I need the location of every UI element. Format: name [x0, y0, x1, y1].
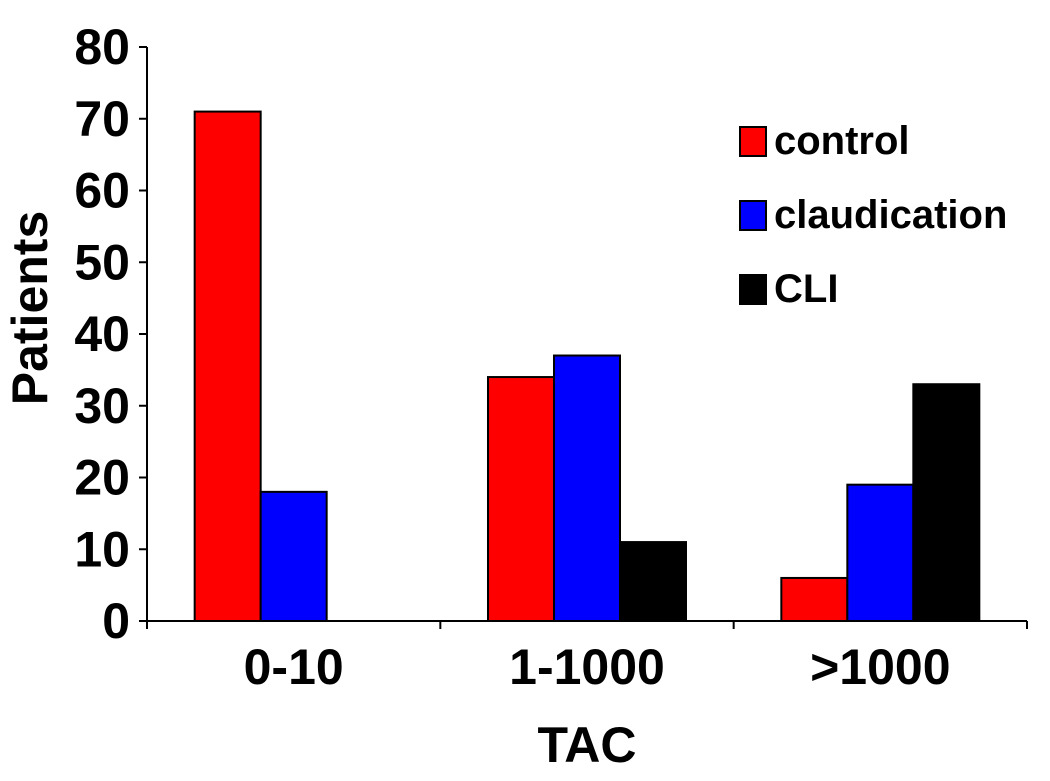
y-tick-label: 60 [74, 163, 130, 219]
x-tick-label: 1-1000 [509, 639, 665, 695]
y-tick-label: 20 [74, 450, 130, 506]
x-axis-ticks: 0-10 1-1000 >1000 [146, 621, 1028, 695]
y-tick-label: 30 [74, 378, 130, 434]
x-tick-label: 0-10 [244, 639, 344, 695]
legend-label-cli: CLI [774, 267, 838, 311]
bar-claudication-2 [553, 354, 621, 622]
y-tick-label: 0 [102, 593, 130, 649]
legend-swatch-claudication [739, 200, 767, 231]
y-tick-label: 40 [74, 306, 130, 362]
y-axis-label: Patients [2, 211, 58, 406]
bar-control-3 [780, 576, 849, 623]
bar-control-1 [193, 110, 262, 622]
legend-label-control: control [774, 119, 910, 163]
bars [193, 110, 981, 623]
bar-claudication-1 [259, 490, 328, 622]
legend-swatch-control [739, 126, 767, 157]
x-tick-label: >1000 [810, 639, 950, 695]
x-axis-label: TAC [537, 717, 636, 773]
y-tick-label: 50 [74, 234, 130, 290]
bar-cli-3 [912, 383, 981, 622]
y-tick-label: 10 [74, 521, 130, 577]
legend-swatch-cli [739, 274, 767, 305]
bar-claudication-3 [846, 483, 915, 622]
y-tick-label: 80 [74, 19, 130, 75]
y-axis-ticks: 0 10 20 30 40 50 60 70 80 [74, 19, 147, 649]
legend-label-claudication: claudication [774, 193, 1007, 237]
y-tick-label: 70 [74, 91, 130, 147]
bar-cli-2 [619, 541, 687, 623]
legend: control claudication CLI [739, 119, 1007, 311]
bar-control-2 [487, 376, 555, 622]
